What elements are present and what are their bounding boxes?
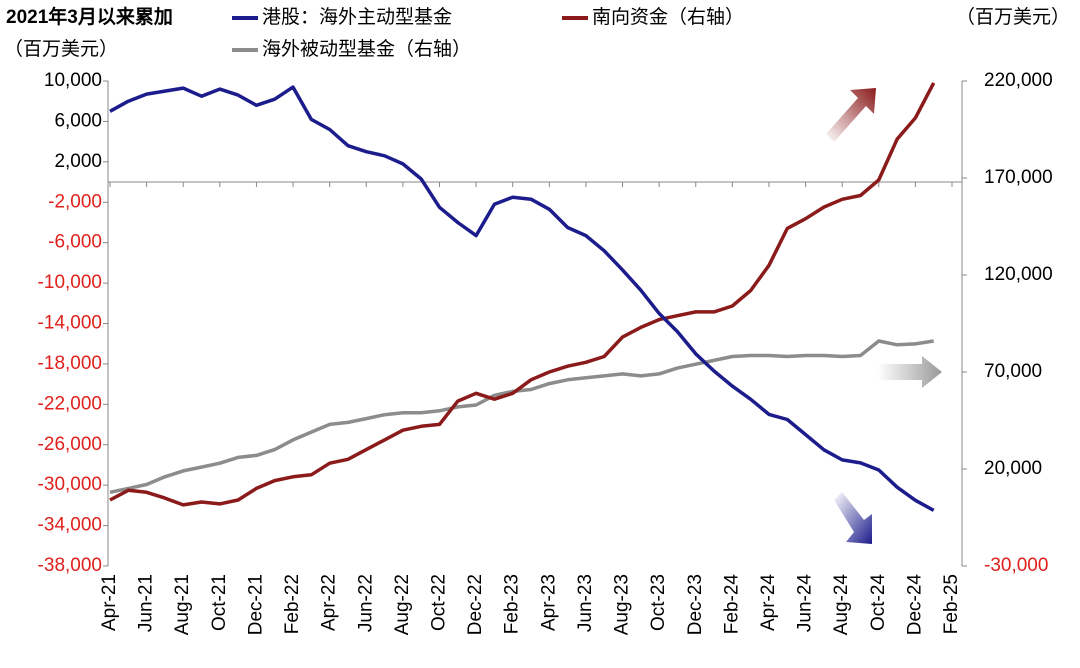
y-tick-label: -34,000 [38,515,102,536]
x-tick-label: Dec-23 [685,574,706,635]
x-tick-label: Apr-23 [538,574,559,631]
y-tick-label: 6,000 [54,110,102,131]
y2-tick-label: 120,000 [984,264,1053,285]
x-tick-label: Aug-23 [612,574,633,635]
y-tick-label: -38,000 [38,555,102,576]
chart-title: 2021年3月以来累加 [6,5,173,28]
legend-label: 南向资金（右轴） [592,6,744,28]
x-tick-label: Apr-24 [758,574,779,631]
y-tick-label: -6,000 [48,232,102,253]
x-tick-label: Feb-22 [282,574,303,634]
series-line [109,85,935,512]
x-tick-label: Dec-21 [245,574,266,635]
up-arrow [826,88,876,142]
x-tick-label: Jun-22 [355,574,376,632]
x-tick-label: Feb-25 [941,574,962,634]
y2-tick-label: -30,000 [984,555,1048,576]
y-axis-label: （百万美元） [4,38,118,60]
y-tick-label: -10,000 [38,272,102,293]
y-tick-label: -22,000 [38,393,102,414]
x-tick-label: Aug-24 [831,574,852,636]
y2-tick-label: 20,000 [984,458,1042,479]
x-tick-label: Dec-22 [465,574,486,635]
x-tick-label: Aug-22 [392,574,413,635]
series-line [109,82,936,507]
x-tick-label: Oct-24 [868,574,889,631]
series-line [109,339,934,495]
x-tick-label: Jun-24 [795,574,816,633]
y-tick-label: -30,000 [38,474,102,495]
y2-tick-label: 70,000 [984,361,1042,382]
y2-axis-label: （百万美元） [956,6,1070,28]
legend-label: 港股：海外主动型基金 [262,6,452,28]
y-tick-label: -26,000 [38,434,102,455]
x-tick-label: Jun-21 [136,574,157,632]
x-tick-label: Feb-23 [502,574,523,634]
y2-tick-label: 170,000 [984,167,1053,188]
x-tick-label: Oct-23 [648,574,669,631]
right-arrow [878,356,942,388]
legend-label: 海外被动型基金（右轴） [262,38,471,60]
x-tick-label: Oct-22 [428,574,449,631]
y-tick-label: 10,000 [44,70,102,91]
x-tick-label: Oct-21 [209,574,230,631]
y-tick-label: -2,000 [48,191,102,212]
x-tick-label: Feb-24 [721,574,742,635]
x-tick-label: Aug-21 [172,574,193,635]
x-tick-label: Apr-21 [99,574,120,631]
y2-tick-label: 220,000 [984,70,1053,91]
y-tick-label: -14,000 [38,313,102,334]
x-tick-label: Apr-22 [319,574,340,631]
x-tick-label: Dec-24 [904,574,925,636]
down-arrow [834,492,872,544]
x-tick-label: Jun-23 [575,574,596,632]
y-tick-label: -18,000 [38,353,102,374]
y-tick-label: 2,000 [54,151,102,172]
